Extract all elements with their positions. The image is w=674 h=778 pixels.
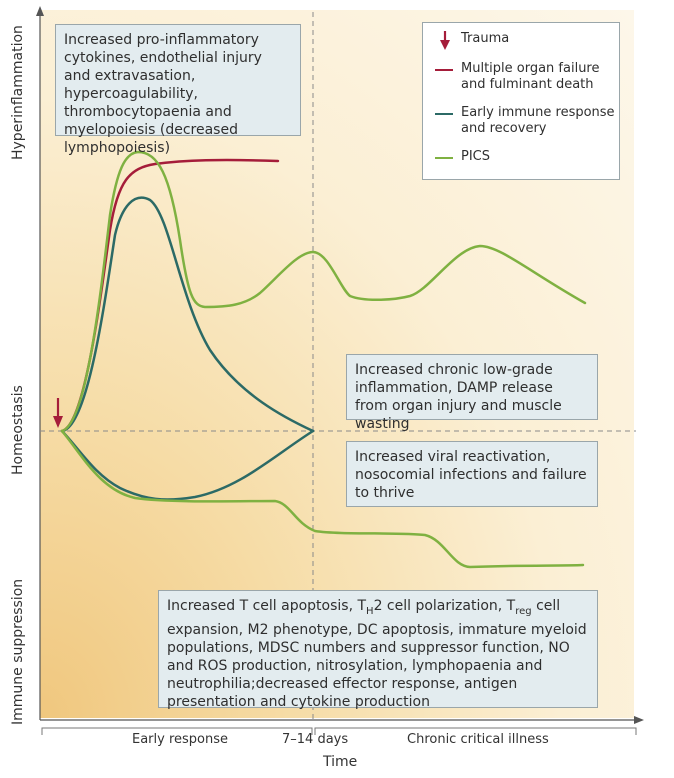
- pics-swatch: [435, 157, 453, 159]
- y-label-immune-suppression: Immune suppression: [10, 578, 26, 725]
- y-label-hyperinflammation: Hyperinflammation: [10, 25, 26, 160]
- early-swatch: [435, 113, 453, 115]
- trauma-arrow-icon: [440, 31, 450, 50]
- mof-swatch: [435, 69, 453, 71]
- legend-label-early: Early immune response and recovery: [461, 105, 615, 136]
- legend-label-pics: PICS: [461, 149, 491, 164]
- pics-lower-curve: [60, 429, 585, 569]
- immune-suppression-text-3: cell expansion, M2 phenotype, DC apoptos…: [167, 598, 587, 710]
- pics-upper-curve: [60, 150, 587, 433]
- hyperinflammation-box: Increased pro-inflammatory cytokines, en…: [55, 24, 301, 156]
- x-axis-arrow: [634, 716, 644, 724]
- legend-label-trauma: Trauma: [461, 31, 510, 46]
- y-label-homeostasis: Homeostasis: [10, 385, 26, 475]
- legend: Trauma Multiple organ failure and fulmin…: [422, 22, 620, 180]
- y-axis-arrow: [36, 6, 44, 16]
- early-response-lower-curve: [60, 429, 315, 501]
- immune-suppression-text-1: Increased T cell apoptosis, T: [167, 598, 367, 614]
- immune-suppression-box: Increased T cell apoptosis, TH2 cell pol…: [158, 590, 598, 710]
- x-axis-title: Time: [323, 754, 358, 770]
- x-label-chronic-critical-illness: Chronic critical illness: [407, 732, 549, 747]
- trauma-arrow-head: [53, 416, 63, 428]
- immune-suppression-text-2: 2 cell polarization, T: [373, 598, 516, 614]
- th-subscript: H: [366, 605, 374, 617]
- legend-label-mof: Multiple organ failure and fulminant dea…: [461, 61, 600, 92]
- chronic-illness-bracket: [314, 727, 637, 735]
- early-response-upper-curve: [60, 196, 315, 433]
- chronic-inflammation-box: Increased chronic low-grade inflammation…: [346, 354, 598, 432]
- x-label-7-14-days: 7–14 days: [282, 732, 349, 747]
- viral-reactivation-box: Increased viral reactivation, nosocomial…: [346, 441, 598, 507]
- treg-subscript: reg: [515, 605, 532, 617]
- x-label-early-response: Early response: [132, 732, 229, 747]
- early-response-bracket: [41, 727, 313, 735]
